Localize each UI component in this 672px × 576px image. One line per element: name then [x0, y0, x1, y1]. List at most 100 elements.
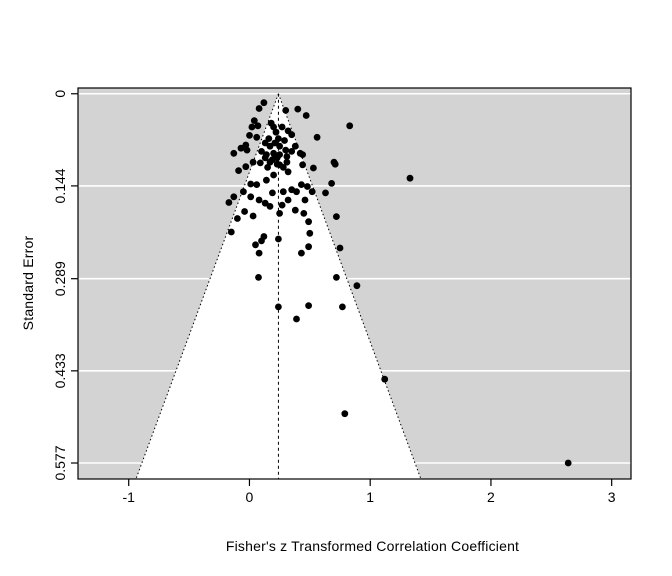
- data-point: [293, 315, 300, 323]
- data-point: [246, 132, 253, 139]
- data-point: [242, 163, 250, 171]
- data-point: [242, 141, 250, 149]
- data-point: [284, 168, 292, 176]
- data-point: [256, 159, 264, 167]
- data-point: [258, 237, 265, 245]
- data-point: [304, 183, 311, 190]
- data-point: [249, 212, 257, 220]
- data-point: [261, 139, 269, 147]
- data-point: [381, 375, 389, 383]
- data-point: [306, 229, 314, 237]
- data-point: [331, 160, 339, 168]
- data-point: [279, 188, 287, 196]
- data-point: [261, 154, 269, 162]
- y-axis-title: Standard Error: [20, 188, 36, 331]
- data-point: [250, 117, 258, 124]
- data-point: [313, 133, 321, 141]
- plot-frame: [77, 87, 632, 480]
- data-point: [305, 302, 312, 309]
- data-point: [270, 123, 277, 131]
- data-point: [333, 274, 340, 281]
- data-point: [248, 123, 256, 131]
- data-point: [353, 282, 361, 290]
- data-point: [255, 249, 263, 257]
- data-point: [273, 154, 281, 162]
- data-point: [288, 148, 296, 155]
- data-point: [230, 193, 238, 201]
- data-point: [255, 105, 263, 112]
- data-point: [275, 235, 282, 243]
- data-point: [282, 107, 290, 114]
- x-axis-title-text: Fisher's z Transformed Correlation Coeff…: [225, 538, 520, 554]
- data-point: [253, 133, 261, 141]
- data-point: [234, 215, 241, 222]
- x-tick-label: 3: [608, 489, 616, 505]
- data-point: [253, 181, 261, 189]
- data-point: [283, 158, 291, 166]
- data-point: [243, 146, 251, 154]
- data-point: [263, 176, 270, 184]
- data-point: [564, 459, 572, 467]
- data-point: [252, 241, 259, 249]
- data-point: [266, 158, 274, 166]
- data-point: [235, 167, 243, 175]
- data-point: [266, 142, 274, 150]
- data-point: [278, 201, 286, 209]
- data-point: [240, 188, 247, 196]
- data-point: [291, 206, 299, 214]
- data-point: [346, 122, 354, 130]
- data-point: [254, 122, 262, 130]
- y-tick-label: 0.577: [52, 445, 68, 480]
- data-point: [276, 142, 283, 150]
- data-point: [237, 144, 245, 152]
- data-point: [225, 199, 233, 206]
- data-point: [241, 208, 249, 215]
- data-point: [281, 137, 288, 144]
- data-point: [339, 303, 346, 311]
- x-axis-title: Fisher's z Transformed Correlation Coeff…: [0, 538, 672, 554]
- data-point: [336, 244, 344, 252]
- data-point: [282, 146, 290, 154]
- x-tick-label: -1: [122, 489, 135, 505]
- data-point: [294, 105, 302, 113]
- data-point: [300, 210, 308, 217]
- data-point: [298, 181, 305, 189]
- data-point: [247, 180, 255, 188]
- y-tick-label: 0.144: [52, 168, 68, 203]
- data-point: [406, 174, 414, 182]
- data-point: [266, 203, 274, 210]
- data-point: [270, 171, 277, 179]
- data-point: [260, 99, 268, 107]
- data-point: [261, 199, 269, 207]
- y-tick-label: 0.433: [52, 353, 68, 388]
- data-point: [291, 142, 299, 150]
- x-tick-label: 1: [366, 489, 374, 505]
- data-point: [301, 196, 309, 204]
- data-point: [279, 164, 287, 171]
- data-point: [271, 139, 279, 147]
- data-point: [247, 193, 255, 201]
- data-point: [283, 153, 291, 160]
- data-point: [299, 151, 306, 159]
- data-point: [293, 188, 300, 196]
- data-point: [305, 243, 312, 251]
- funnel-left-edge: [135, 93, 279, 480]
- data-point: [255, 274, 262, 281]
- data-point: [258, 148, 265, 155]
- data-point: [302, 112, 310, 119]
- data-point: [328, 180, 335, 187]
- data-point: [230, 149, 238, 157]
- data-point: [322, 189, 329, 197]
- data-point: [278, 123, 286, 131]
- data-point: [272, 128, 280, 136]
- data-point: [299, 161, 306, 169]
- data-point: [288, 131, 296, 139]
- y-tick-label: 0: [52, 90, 68, 98]
- data-point: [305, 218, 312, 226]
- data-point: [276, 210, 283, 217]
- x-tick-label: 0: [246, 489, 254, 505]
- data-point: [275, 303, 282, 311]
- data-point: [255, 196, 263, 204]
